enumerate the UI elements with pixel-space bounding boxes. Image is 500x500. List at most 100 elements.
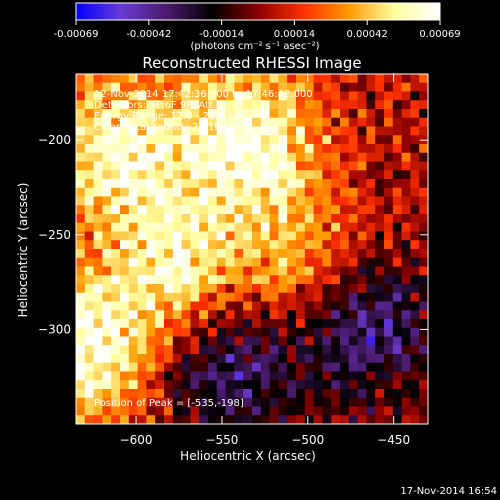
heatmap-cell	[190, 371, 200, 381]
heatmap-cell	[410, 284, 420, 294]
heatmap-cell	[76, 415, 86, 424]
heatmap-cell	[410, 249, 420, 259]
heatmap-cell	[392, 117, 402, 127]
heatmap-cell	[401, 292, 411, 302]
heatmap-cell	[419, 222, 428, 232]
heatmap-cell	[260, 109, 270, 119]
heatmap-cell	[348, 292, 358, 302]
heatmap-cell	[137, 117, 147, 127]
heatmap-cell	[331, 257, 341, 267]
heatmap-cell	[216, 82, 226, 92]
heatmap-cell	[269, 397, 279, 407]
heatmap-cell	[419, 117, 428, 127]
heatmap-cell	[260, 319, 270, 329]
heatmap-cell	[146, 205, 156, 215]
heatmap-cell	[234, 187, 244, 197]
heatmap-cell	[111, 266, 121, 276]
heatmap-cell	[243, 266, 253, 276]
heatmap-cell	[287, 240, 297, 250]
heatmap-cell	[366, 196, 376, 206]
heatmap-cell	[296, 170, 306, 180]
heatmap-cell	[384, 266, 394, 276]
heatmap-cell	[190, 257, 200, 267]
heatmap-cell	[375, 231, 385, 241]
heatmap-cell	[208, 354, 218, 364]
heatmap-cell	[340, 319, 350, 329]
heatmap-cell	[296, 240, 306, 250]
heatmap-cell	[260, 371, 270, 381]
heatmap-cell	[401, 310, 411, 320]
heatmap-cell	[199, 144, 209, 154]
heatmap-cell	[225, 319, 235, 329]
heatmap-cell	[234, 257, 244, 267]
heatmap-cell	[93, 319, 103, 329]
heatmap-cell	[252, 117, 262, 127]
heatmap-cell	[296, 214, 306, 224]
heatmap-cell	[199, 257, 209, 267]
heatmap-cell	[384, 117, 394, 127]
heatmap-cell	[146, 161, 156, 171]
heatmap-cell	[252, 275, 262, 285]
heatmap-cell	[304, 161, 314, 171]
heatmap-cell	[419, 327, 428, 337]
heatmap-cell	[278, 126, 288, 136]
heatmap-cell	[243, 196, 253, 206]
x-tick-label: −500	[291, 433, 324, 447]
heatmap-cell	[269, 240, 279, 250]
heatmap-cell	[304, 222, 314, 232]
heatmap-cell	[172, 135, 182, 145]
heatmap-cell	[331, 354, 341, 364]
heatmap-cell	[366, 327, 376, 337]
heatmap-cell	[366, 74, 376, 84]
heatmap-cell	[225, 275, 235, 285]
heatmap-cell	[243, 406, 253, 416]
heatmap-cell	[225, 345, 235, 355]
heatmap-cell	[348, 135, 358, 145]
heatmap-cell	[252, 257, 262, 267]
heatmap-cell	[137, 82, 147, 92]
heatmap-cell	[243, 170, 253, 180]
heatmap-cell	[357, 161, 367, 171]
heatmap-cell	[181, 292, 191, 302]
heatmap-cell	[322, 222, 332, 232]
heatmap-cell	[260, 292, 270, 302]
heatmap-cell	[137, 397, 147, 407]
heatmap-cell	[190, 319, 200, 329]
heatmap-cell	[128, 292, 138, 302]
heatmap-cell	[375, 415, 385, 424]
heatmap-cell	[410, 109, 420, 119]
heatmap-cell	[322, 152, 332, 162]
heatmap-cell	[269, 91, 279, 101]
x-axis: −600 −550 −500 −450	[120, 74, 410, 447]
heatmap-cell	[128, 310, 138, 320]
heatmap-cell	[304, 74, 314, 84]
heatmap-cell	[111, 257, 121, 267]
heatmap-cell	[111, 196, 121, 206]
heatmap-cell	[199, 327, 209, 337]
heatmap-cell	[375, 389, 385, 399]
heatmap-cell	[322, 187, 332, 197]
heatmap-cell	[419, 257, 428, 267]
heatmap-cell	[102, 362, 112, 372]
heatmap-cell	[357, 126, 367, 136]
heatmap-cell	[269, 117, 279, 127]
heatmap-cell	[120, 144, 130, 154]
heatmap-cell	[84, 336, 94, 346]
heatmap-cell	[260, 380, 270, 390]
heatmap-cell	[331, 214, 341, 224]
heatmap-image	[76, 74, 428, 424]
heatmap-cell	[392, 275, 402, 285]
heatmap-cell	[146, 152, 156, 162]
heatmap-cell	[410, 371, 420, 381]
heatmap-cell	[190, 284, 200, 294]
heatmap-cell	[401, 91, 411, 101]
heatmap-cell	[401, 257, 411, 267]
heatmap-cell	[340, 117, 350, 127]
heatmap-cell	[384, 187, 394, 197]
heatmap-cell	[199, 319, 209, 329]
heatmap-cell	[252, 406, 262, 416]
heatmap-cell	[287, 345, 297, 355]
heatmap-cell	[410, 275, 420, 285]
heatmap-cell	[313, 257, 323, 267]
heatmap-cell	[76, 91, 86, 101]
